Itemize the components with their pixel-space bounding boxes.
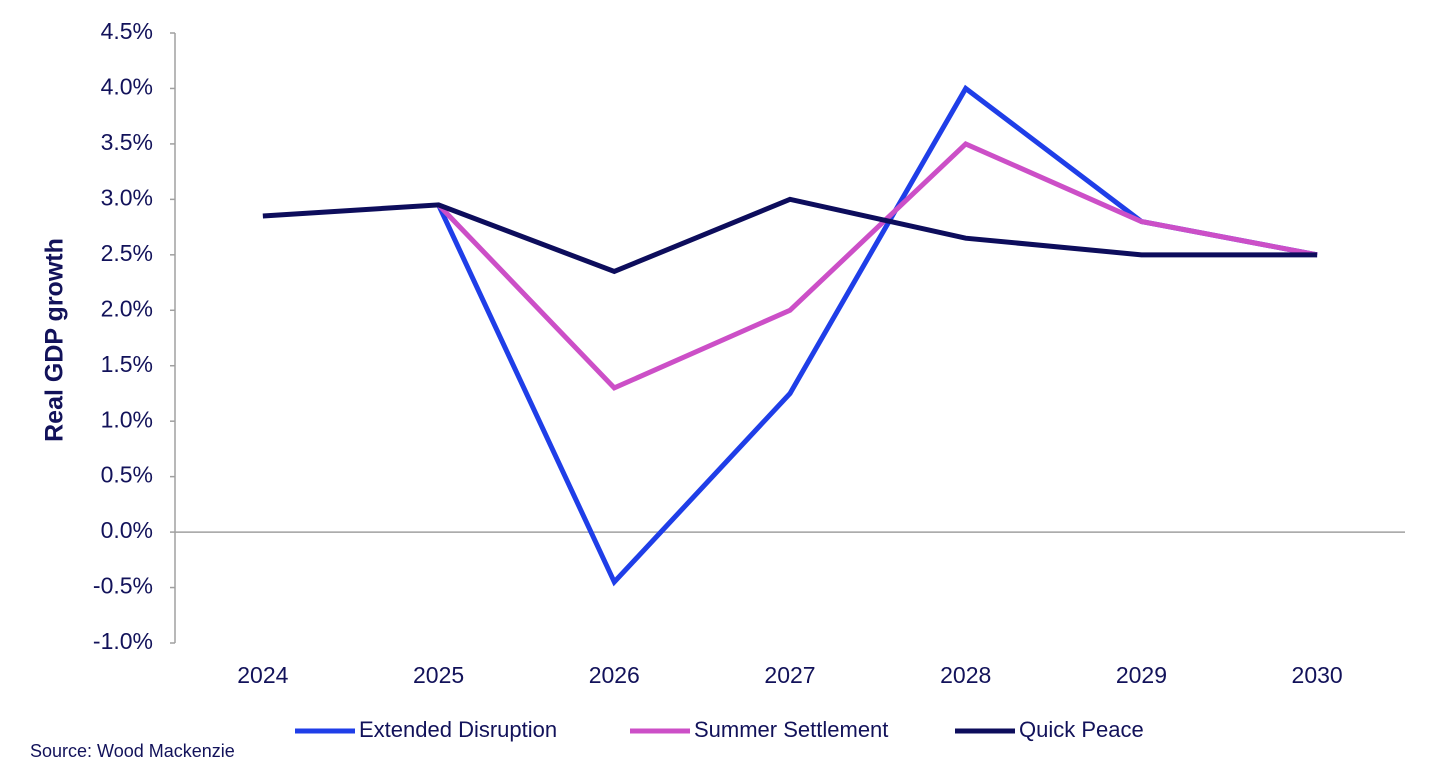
x-tick-label: 2025 xyxy=(413,662,464,688)
y-tick-label: 3.0% xyxy=(101,184,153,210)
series-line xyxy=(262,196,1318,275)
x-tick-label: 2028 xyxy=(940,662,991,688)
y-tick-label: 4.0% xyxy=(101,74,153,100)
y-tick-label: -1.0% xyxy=(93,628,153,654)
y-tick-label: 2.0% xyxy=(101,295,153,321)
x-tick-label: 2027 xyxy=(764,662,815,688)
y-tick-label: 2.5% xyxy=(101,240,153,266)
series-line xyxy=(436,140,1318,391)
y-tick-label: 3.5% xyxy=(101,129,153,155)
y-axis-label: Real GDP growth xyxy=(41,238,69,442)
series-line xyxy=(436,84,1318,587)
y-tick-label: 0.5% xyxy=(101,462,153,488)
legend-label: Quick Peace xyxy=(1019,717,1144,742)
x-tick-label: 2024 xyxy=(237,662,288,688)
x-tick-label: 2026 xyxy=(589,662,640,688)
y-tick-label: 4.5% xyxy=(101,18,153,44)
y-tick-label: 1.5% xyxy=(101,351,153,377)
legend-label: Extended Disruption xyxy=(359,717,557,742)
source-note: Source: Wood Mackenzie xyxy=(30,741,235,761)
y-tick-label: 0.0% xyxy=(101,517,153,543)
x-tick-label: 2029 xyxy=(1116,662,1167,688)
legend-label: Summer Settlement xyxy=(694,717,888,742)
x-tick-label: 2030 xyxy=(1292,662,1343,688)
y-tick-label: -0.5% xyxy=(93,573,153,599)
y-tick-label: 1.0% xyxy=(101,406,153,432)
